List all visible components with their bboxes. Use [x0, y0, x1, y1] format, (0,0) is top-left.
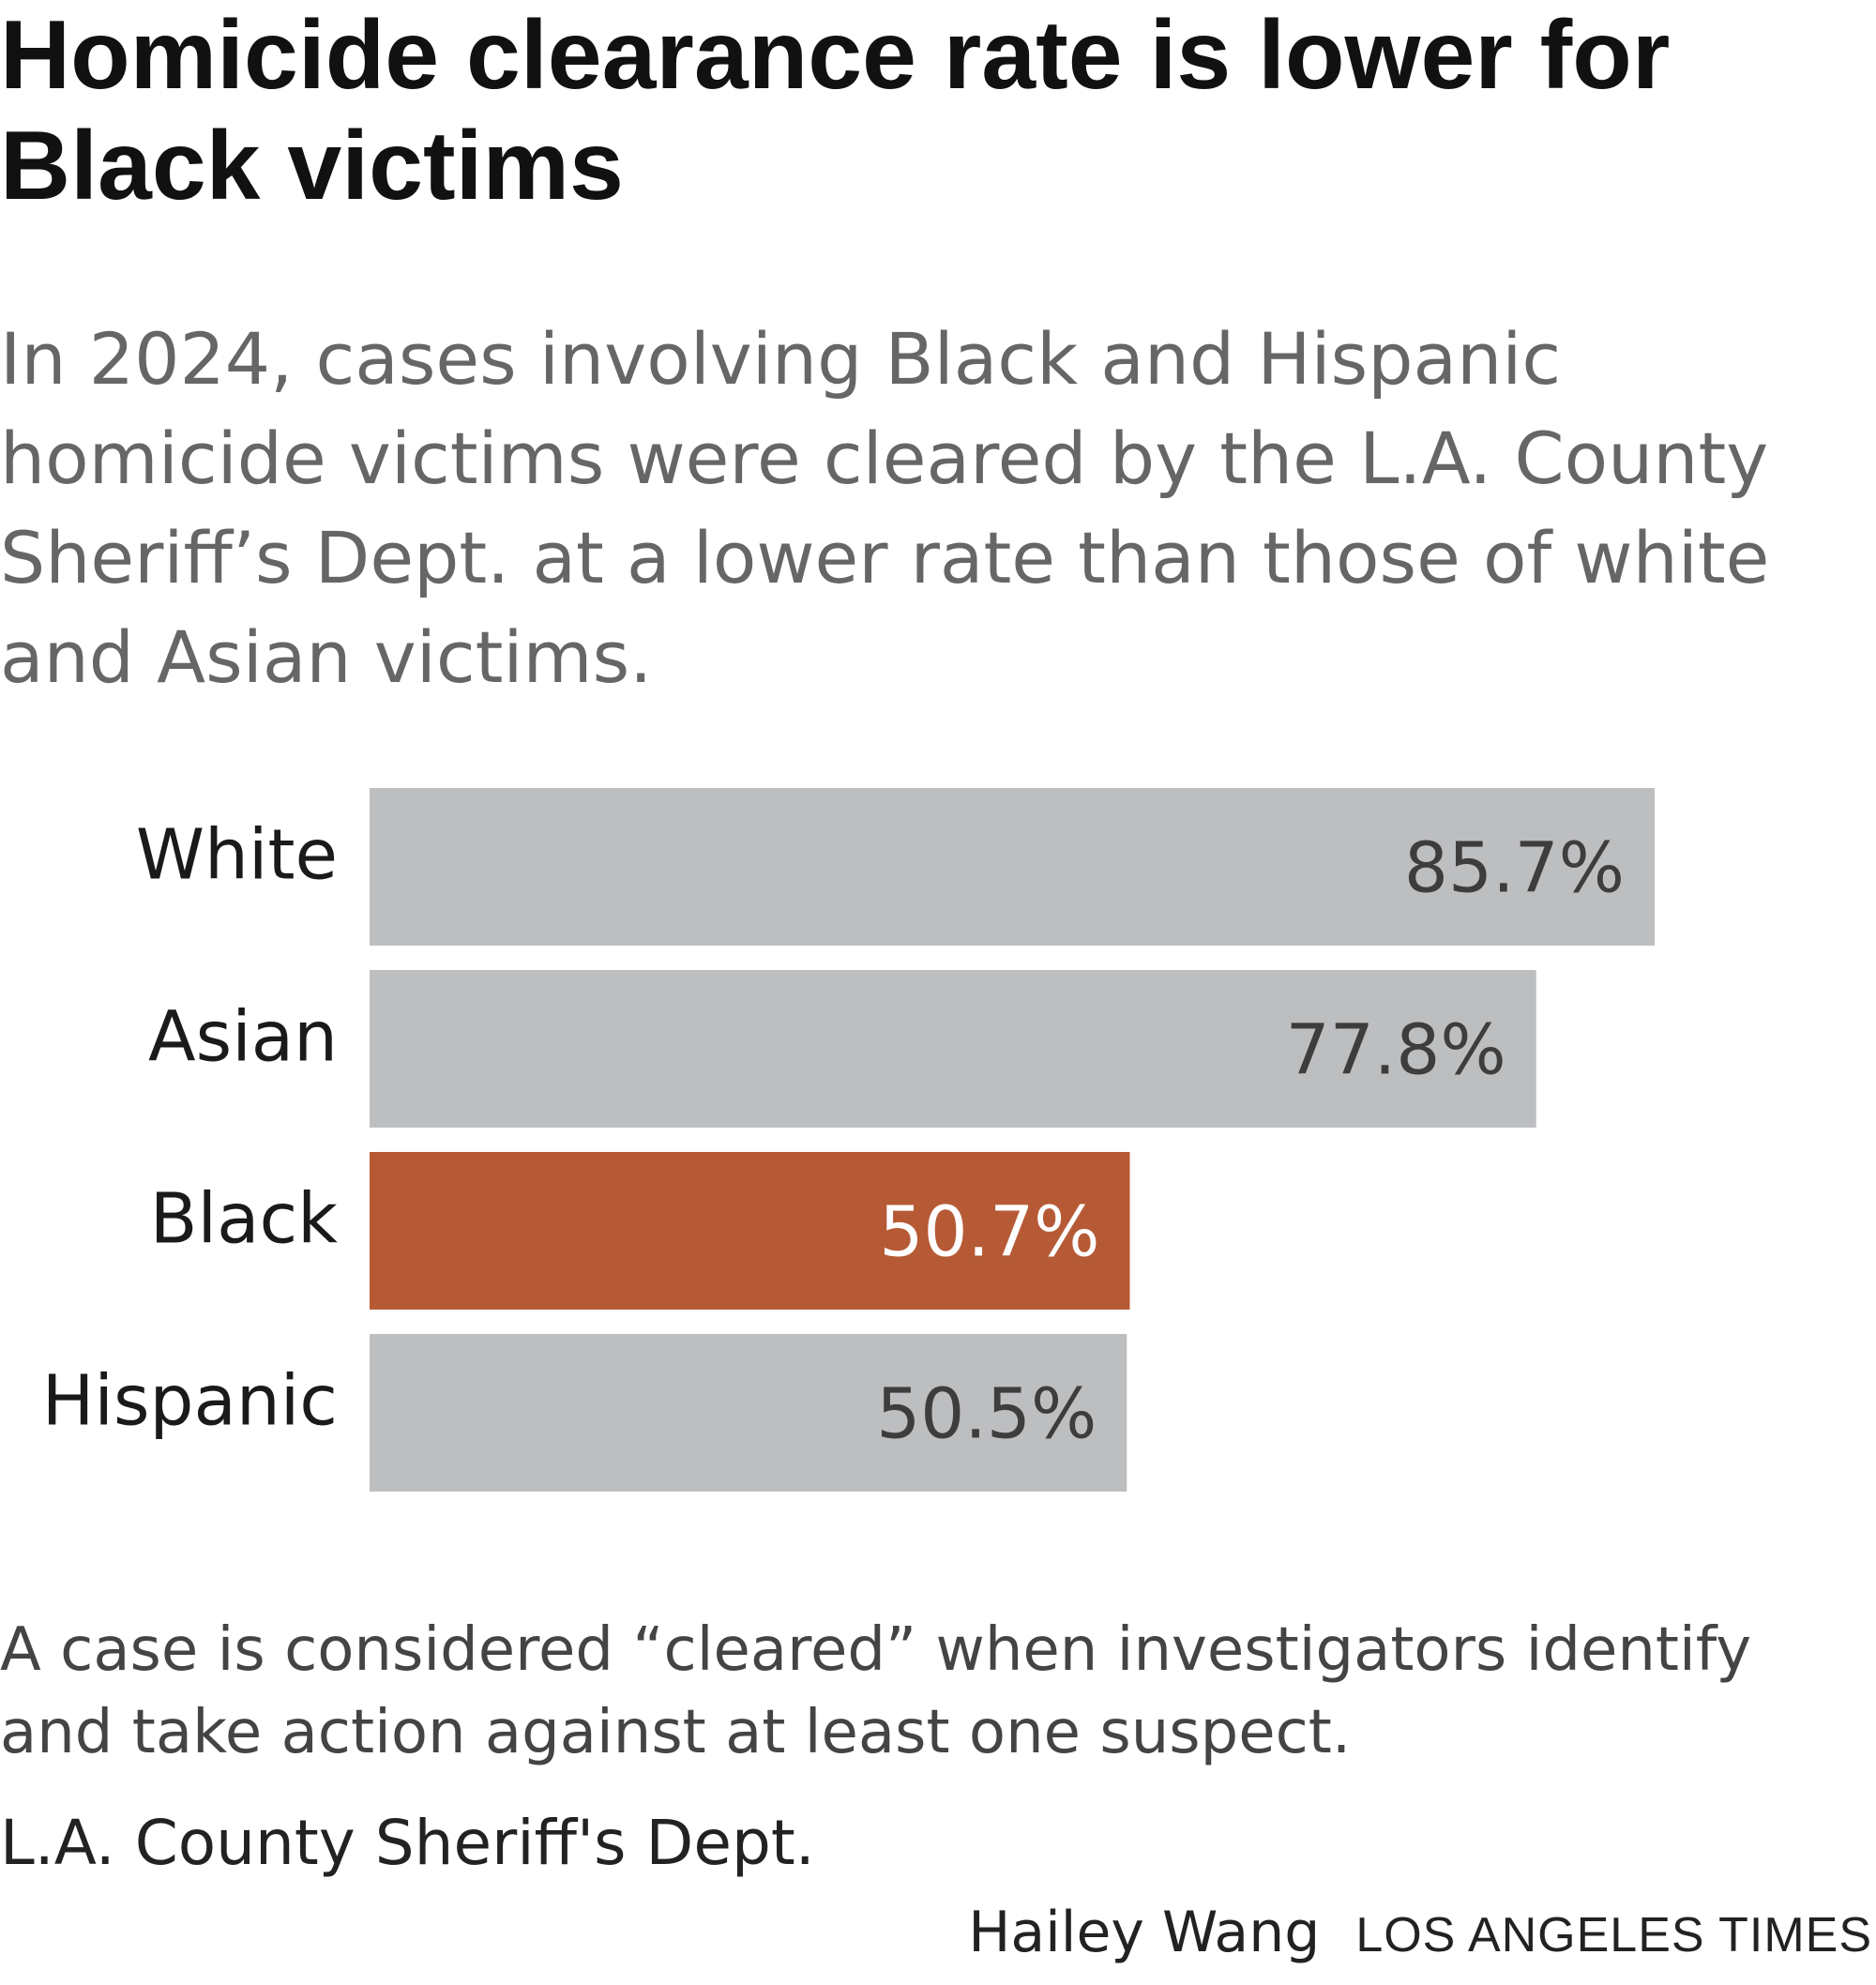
category-label-asian: Asian — [148, 997, 338, 1078]
bar-chart: White 85.7% Asian 77.8% Black 50.7% Hispanic 50… — [42, 788, 1655, 1492]
category-label-white: White — [136, 815, 338, 896]
value-label-hispanic: 50.5% — [876, 1374, 1097, 1455]
source-text: L.A. County Sheriff's Dept. — [0, 1807, 815, 1879]
value-label-white: 85.7% — [1404, 828, 1625, 909]
bar-black — [370, 1152, 1130, 1310]
value-label-black: 50.7% — [879, 1192, 1099, 1273]
category-label-hispanic: Hispanic — [42, 1361, 338, 1442]
value-label-asian: 77.8% — [1286, 1010, 1506, 1091]
publication-logo: LOS ANGELES TIMES — [1355, 1908, 1872, 1962]
chart-note: A case is considered “cleared” when inve… — [0, 1615, 1752, 1767]
chart-title: Homicide clearance rate is lower for Bla… — [0, 1, 1671, 220]
byline: Hailey Wang — [968, 1900, 1321, 1965]
credit-line: Hailey Wang LOS ANGELES TIMES — [968, 1895, 1872, 1985]
category-label-black: Black — [150, 1179, 338, 1260]
bar-asian — [370, 970, 1536, 1128]
bar-white — [370, 788, 1655, 946]
bar-hispanic — [370, 1334, 1127, 1492]
chart-subtitle: In 2024, cases involving Black and Hispa… — [0, 317, 1770, 699]
